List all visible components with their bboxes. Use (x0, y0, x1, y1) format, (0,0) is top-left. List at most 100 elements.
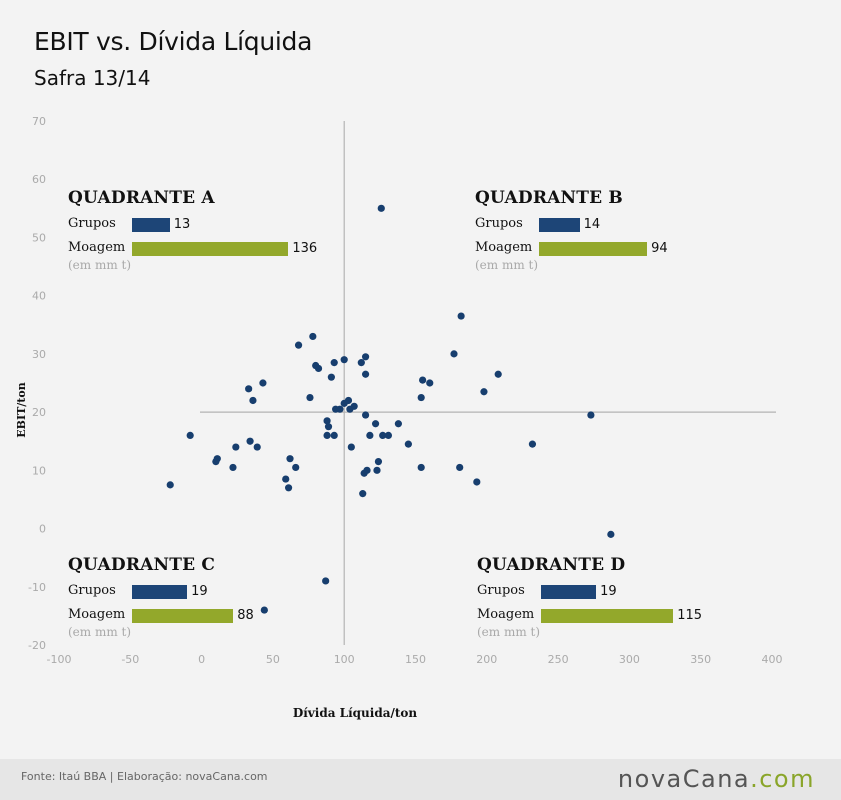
data-point (282, 475, 290, 483)
y-tick-label: 0 (39, 523, 46, 536)
moagem-bar (132, 242, 289, 256)
data-point (347, 443, 355, 451)
data-point (284, 484, 293, 492)
quadrant-c-moagem-row: Moagem 88 (68, 603, 254, 627)
data-point (473, 478, 481, 486)
x-ticks: -100 -50 0 50 100 150 200 250 300 350 400 (47, 653, 783, 666)
quadrant-b-moagem-row: Moagem 94 (475, 236, 668, 260)
data-point (323, 417, 331, 425)
data-point (323, 431, 331, 439)
data-point (259, 379, 267, 387)
quadrant-a-grupos-row: Grupos 13 (68, 212, 215, 236)
quadrant-c-title: QUADRANTE C (68, 555, 216, 575)
data-point (260, 606, 268, 614)
data-point (332, 405, 340, 413)
data-point (394, 420, 402, 428)
data-point (229, 463, 237, 472)
grupos-value: 19 (600, 584, 617, 599)
quadrant-a-note: (em mm t) (68, 258, 132, 272)
data-point (607, 530, 615, 538)
x-tick-label: 0 (198, 653, 205, 666)
quadrant-c-box: QUADRANTE C Grupos 19 Moagem 88 (em mm t… (68, 555, 254, 639)
data-point (494, 370, 502, 378)
quadrant-d-title: QUADRANTE D (477, 555, 626, 575)
data-point (528, 440, 537, 448)
y-tick-label: 40 (32, 290, 46, 303)
x-tick-label: -100 (47, 653, 72, 666)
moagem-value: 94 (651, 241, 668, 256)
logo-main: novaCana (617, 765, 751, 793)
x-tick-label: 300 (619, 653, 640, 666)
quadrant-d-note: (em mm t) (477, 625, 541, 639)
data-point (457, 312, 465, 320)
y-tick-label: 60 (32, 173, 46, 186)
quadrant-b-note: (em mm t) (475, 258, 539, 272)
x-tick-label: -50 (121, 653, 139, 666)
grupos-bar (132, 218, 170, 232)
data-point (379, 431, 387, 439)
data-point (286, 455, 294, 463)
quadrant-b-grupos-row: Grupos 14 (475, 212, 623, 236)
data-point (330, 431, 338, 439)
moagem-label: Moagem (475, 240, 533, 255)
moagem-bar (541, 609, 674, 623)
data-point (324, 423, 333, 431)
data-point (294, 341, 303, 349)
moagem-value: 115 (677, 608, 703, 623)
y-ticks: -20 -10 0 10 20 30 40 50 60 70 (28, 115, 46, 652)
quadrant-b-box: QUADRANTE B Grupos 14 Moagem 94 (em mm t… (475, 188, 668, 272)
data-point (245, 385, 253, 393)
x-tick-label: 350 (690, 653, 711, 666)
x-tick-label: 50 (266, 653, 280, 666)
grupos-bar (541, 585, 597, 599)
grupos-value: 14 (583, 217, 601, 232)
grupos-bar (539, 218, 580, 232)
y-tick-label: 70 (32, 115, 46, 128)
data-point (361, 411, 370, 419)
x-tick-label: 100 (334, 653, 355, 666)
grupos-label: Grupos (475, 216, 523, 231)
grupos-label: Grupos (68, 216, 116, 231)
x-tick-label: 250 (548, 653, 569, 666)
grupos-label: Grupos (68, 583, 116, 598)
moagem-label: Moagem (68, 607, 126, 622)
data-point (374, 458, 383, 466)
chart-subtitle: Safra 13/14 (34, 66, 151, 90)
data-point (253, 443, 261, 451)
grupos-value: 13 (173, 217, 191, 232)
grupos-bar (132, 585, 188, 599)
moagem-value: 88 (237, 608, 254, 623)
data-point (371, 420, 380, 428)
data-point (456, 463, 464, 472)
scatter-plot: -100 -50 0 50 100 150 200 250 300 350 400 -20-1001… (15, 115, 783, 720)
data-point (249, 396, 257, 405)
novacana-logo[interactable]: novaCana.com (618, 765, 815, 793)
y-tick-label: -10 (28, 581, 46, 594)
x-axis-label: Dívida Líquida/ton (293, 706, 418, 720)
data-point (327, 373, 335, 381)
data-point (417, 463, 425, 472)
data-point (306, 393, 314, 402)
moagem-bar (132, 609, 234, 623)
quadrant-c-grupos-row: Grupos 19 (68, 579, 215, 603)
grupos-value: 19 (191, 584, 208, 599)
data-point (292, 463, 300, 472)
data-point (340, 356, 348, 364)
quadrant-a-box: QUADRANTE A Grupos 13 Moagem 136 (em mm … (68, 188, 317, 272)
data-point (384, 431, 393, 439)
y-tick-label: 30 (32, 348, 46, 361)
chart-title: EBIT vs. Dívida Líquida (34, 27, 313, 56)
data-point (346, 405, 354, 413)
data-point (212, 458, 220, 466)
data-point (232, 443, 240, 451)
data-point (186, 431, 194, 439)
y-tick-label: 20 (32, 406, 46, 419)
data-point (340, 399, 348, 407)
data-point (426, 379, 434, 387)
data-point (322, 577, 330, 585)
data-point (480, 388, 488, 396)
quadrant-d-moagem-row: Moagem 115 (477, 603, 702, 627)
x-tick-label: 200 (476, 653, 497, 666)
data-point (373, 466, 381, 474)
moagem-label: Moagem (477, 607, 535, 622)
